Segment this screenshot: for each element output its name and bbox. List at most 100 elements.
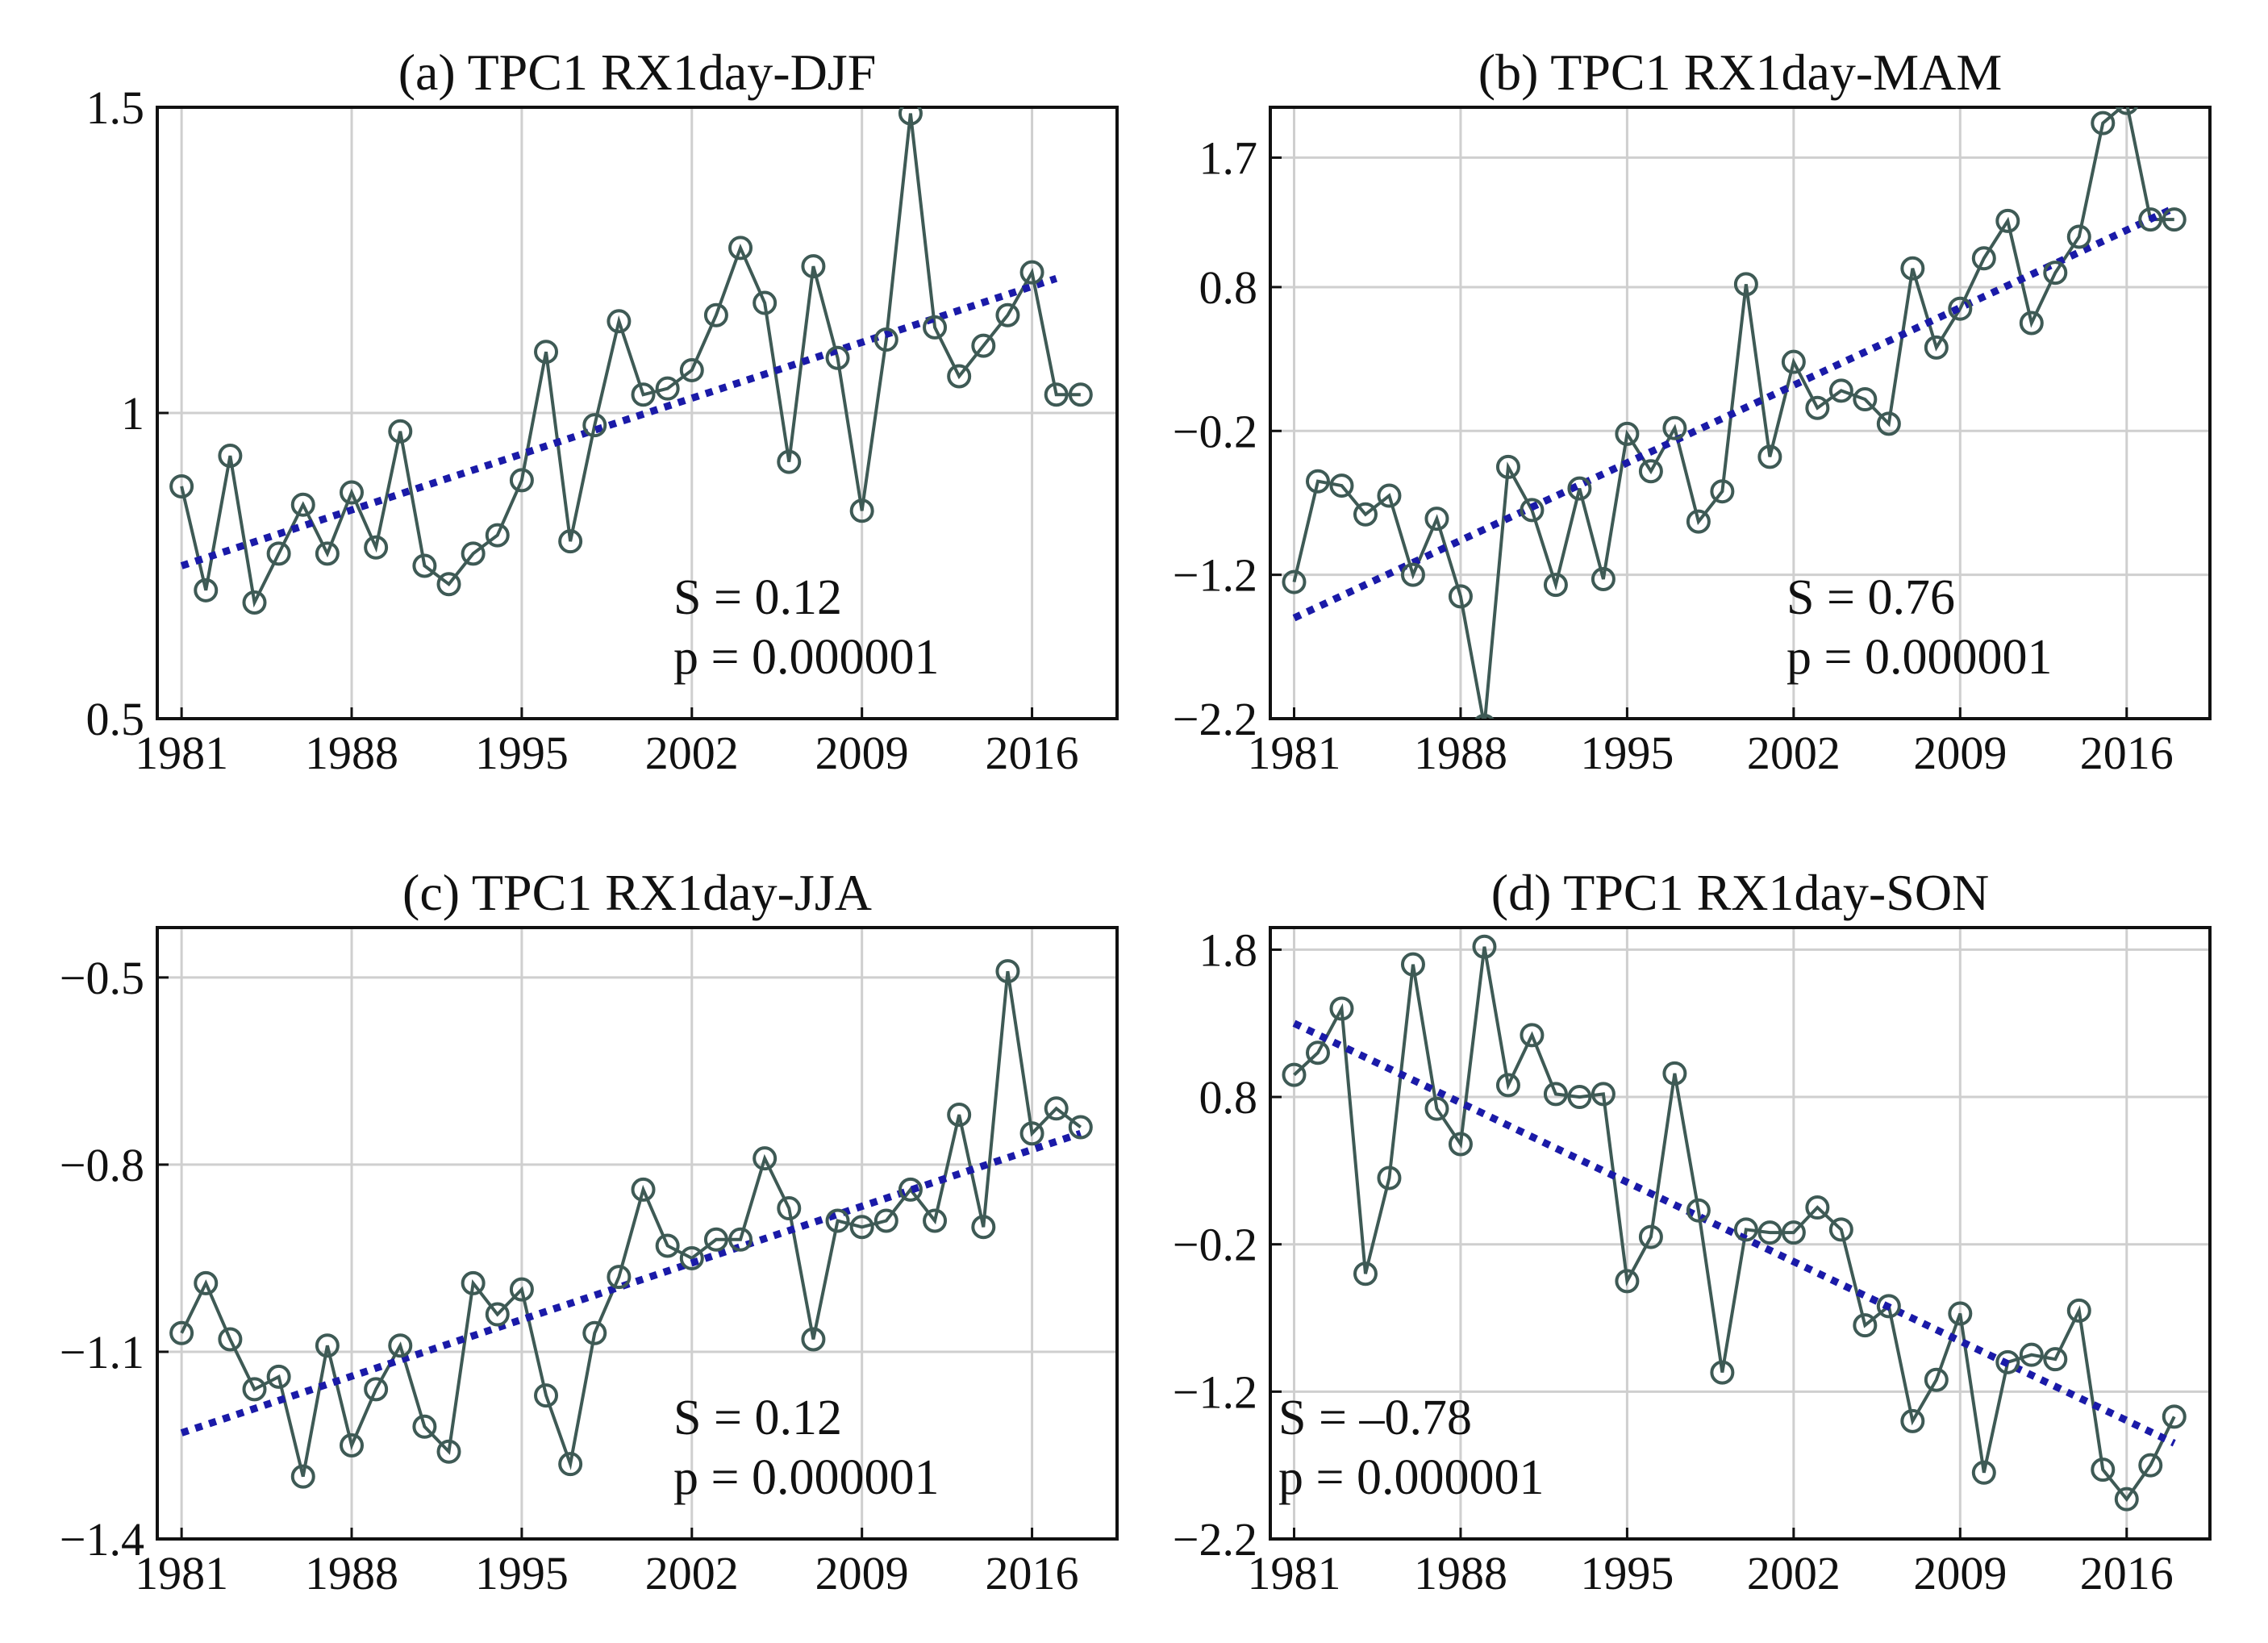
data-point: [1733, 1217, 1758, 1242]
data-point: [1567, 476, 1592, 501]
data-point: [1900, 256, 1925, 281]
panel-title: (b) TPC1 RX1day-MAM: [1478, 44, 2003, 101]
panel-title: (a) TPC1 RX1day-DJF: [398, 44, 877, 101]
data-point: [898, 107, 923, 126]
data-point: [1971, 1460, 1996, 1485]
data-point: [266, 1364, 291, 1389]
data-point: [1686, 509, 1711, 534]
data-point: [995, 959, 1020, 984]
panel-b: (b) TPC1 RX1day-MAM 1981 1988 1995 2002 2009 2…: [1173, 44, 2212, 779]
data-point: [1044, 1096, 1069, 1121]
data-point: [169, 473, 194, 498]
data-point: [2043, 261, 2068, 286]
x-tick-label: 2009: [1913, 1547, 2007, 1599]
y-tick-label: −0.8: [60, 1139, 144, 1191]
data-point: [194, 1270, 219, 1295]
data-point: [1662, 415, 1687, 440]
data-point: [1377, 483, 1402, 508]
p-value-annotation: p = 0.000001: [1786, 630, 2052, 685]
data-point: [509, 1277, 534, 1302]
data-point: [1495, 454, 1520, 479]
y-tick-label: 1.5: [86, 81, 145, 134]
x-tick-label: 1988: [305, 727, 398, 779]
data-point: [995, 302, 1020, 327]
data-point: [290, 492, 315, 517]
panel-title: (d) TPC1 RX1day-SON: [1491, 864, 1990, 921]
data-layer: [169, 959, 1093, 1489]
data-point: [753, 290, 778, 315]
y-tick-label: −0.2: [1173, 405, 1257, 457]
y-tick-label: −1.4: [60, 1513, 144, 1566]
data-point: [1662, 1061, 1687, 1086]
data-point: [923, 315, 948, 340]
data-point: [728, 236, 753, 261]
data-point: [923, 1208, 948, 1233]
data-point: [1068, 1115, 1093, 1140]
data-point: [266, 541, 291, 566]
data-point: [436, 572, 461, 597]
data-point: [1924, 1367, 1949, 1392]
data-point: [1424, 1096, 1449, 1121]
data-point: [1900, 1408, 1925, 1433]
data-point: [218, 444, 243, 469]
data-point: [1495, 1073, 1520, 1098]
data-point: [461, 541, 486, 566]
series-line: [180, 970, 1082, 1478]
x-tick-label: 1995: [1580, 727, 1674, 779]
data-point: [1876, 411, 1901, 436]
data-point: [485, 523, 510, 548]
data-point: [971, 333, 996, 358]
x-tick-label: 2016: [2080, 727, 2174, 779]
data-point: [558, 1452, 583, 1477]
data-point: [849, 498, 874, 523]
data-point: [242, 1377, 267, 1402]
data-point: [655, 1233, 680, 1258]
x-tick-label: 1995: [475, 1547, 569, 1599]
data-point: [1567, 1085, 1592, 1110]
x-tick-label: 2002: [645, 727, 739, 779]
data-point: [2138, 1453, 2163, 1478]
series-line: [1293, 946, 2176, 1503]
data-point: [2043, 1347, 2068, 1372]
data-point: [461, 1270, 486, 1295]
series-line: [1292, 107, 2174, 719]
data-point: [1520, 1023, 1545, 1048]
panel-a: (a) TPC1 RX1day-DJF 1981 1988 1995 2002 2009 2…: [86, 44, 1119, 779]
x-tick-label: 2009: [815, 1547, 909, 1599]
x-tick-label: 1988: [1414, 727, 1507, 779]
y-tick-label: −0.5: [60, 952, 144, 1004]
x-tick-label: 2016: [986, 1547, 1079, 1599]
data-point: [1615, 1269, 1640, 1294]
data-point: [2162, 207, 2187, 232]
data-point: [169, 1320, 194, 1345]
data-point: [412, 553, 437, 578]
data-point: [1638, 1224, 1663, 1249]
data-point: [1305, 1040, 1330, 1065]
data-point: [412, 1414, 437, 1439]
data-point: [1377, 1166, 1402, 1191]
data-point: [1805, 1195, 1830, 1220]
data-point: [947, 364, 972, 389]
trend-line: [1292, 204, 2176, 622]
data-point: [825, 345, 850, 370]
data-point: [1757, 1220, 1782, 1245]
data-point: [2138, 207, 2163, 232]
data-point: [1781, 349, 1806, 374]
data-point: [1853, 387, 1878, 412]
data-point: [1591, 566, 1616, 591]
data-point: [753, 1146, 778, 1171]
data-point: [1853, 1313, 1878, 1338]
trend-line: [1292, 1020, 2176, 1447]
data-point: [218, 1327, 243, 1352]
data-point: [1971, 246, 1996, 271]
data-point: [849, 1215, 874, 1240]
plot-frame: [156, 926, 1119, 1541]
y-tick-label: 0.8: [1199, 261, 1258, 314]
data-point: [1638, 459, 1663, 484]
data-point: [1353, 502, 1378, 527]
data-point: [1543, 573, 1568, 598]
series-line: [180, 113, 1081, 608]
data-point: [777, 1196, 802, 1221]
data-point: [582, 1320, 607, 1345]
